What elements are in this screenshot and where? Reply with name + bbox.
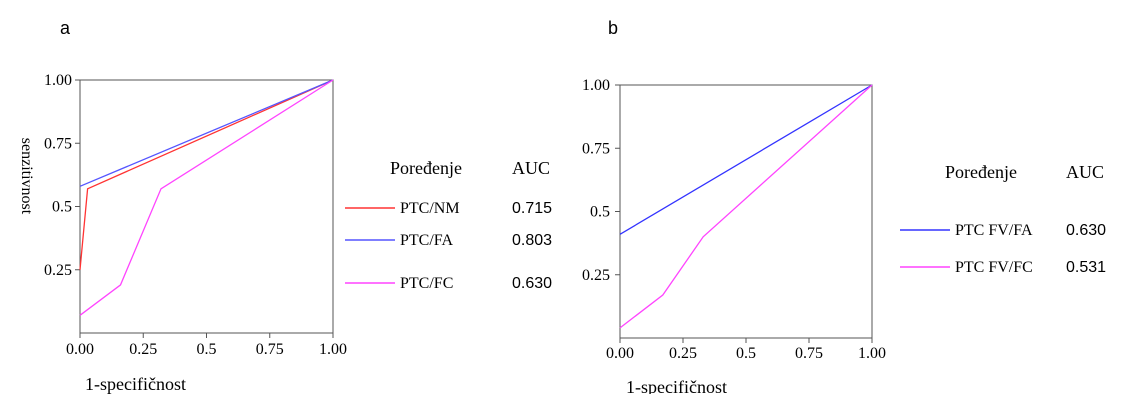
panel-b-series [619,84,873,329]
legend-auc-ptc-nm: 0.715 [512,200,552,217]
panel-a-xtick-label: 0.75 [256,341,284,358]
panel-a-ytick-label: 0.75 [44,135,72,152]
panel-a-series [79,79,334,316]
legend-auc-ptc-fc: 0.630 [512,275,552,292]
panel-a-legend-header-name: Poređenje [390,158,462,178]
panel-a-xtick-label: 0.00 [66,341,94,358]
panel-b-xtick-label: 1.00 [858,345,886,362]
panel-b-legend-header-name: Poređenje [945,162,1017,182]
panel-a-plot-frame [79,79,334,334]
panel-a-ylabel: senzitivnost [18,138,35,215]
panel-a-xtick-label: 0.25 [129,341,157,358]
series-line-ptc-fa [79,79,334,187]
series-line-ptc-nm [79,79,334,270]
series-line-ptc-fv-fa [619,84,873,235]
panel-a-xtick-label: 1.00 [319,341,347,358]
legend-auc-ptc-fv-fc: 0.531 [1066,259,1106,276]
panel-a-axes: 0.00 0.25 0.5 0.75 1.00 0.25 0.5 0.75 1.00 [44,72,347,358]
panel-b-xtick-label: 0.00 [606,345,634,362]
legend-label-ptc-fa: PTC/FA [400,232,454,249]
panel-a-legend: PTC/NM 0.715 PTC/FA 0.803 PTC/FC 0.630 [345,200,552,292]
panel-b-xtick-label: 0.75 [795,345,823,362]
panel-a-ytick-label: 0.5 [52,199,72,216]
panel-b-ytick-label: 1.00 [582,77,610,94]
panel-a-xtick-label: 0.5 [197,341,217,358]
panel-a-legend-header-auc: AUC [512,158,550,178]
legend-auc-ptc-fv-fa: 0.630 [1066,222,1106,239]
panel-a-ytick-label: 0.25 [44,262,72,279]
panel-b-xtick-label: 0.5 [736,345,756,362]
panel-a-ytick-label: 1.00 [44,72,72,89]
legend-label-ptc-fc: PTC/FC [400,275,453,292]
panel-b-xlabel: 1-specifičnost [626,377,727,394]
panel-b-ytick-label: 0.25 [582,267,610,284]
legend-label-ptc-fv-fc: PTC FV/FC [955,259,1033,276]
panel-b-legend-header-auc: AUC [1066,162,1104,182]
series-line-ptc-fc [79,79,334,316]
legend-label-ptc-nm: PTC/NM [400,200,460,217]
series-line-ptc-fv-fc [619,84,873,329]
panel-a-xlabel: 1-specifičnost [85,374,186,394]
panel-b-axes: 0.00 0.25 0.5 0.75 1.00 0.25 0.5 0.75 1.00 [582,77,886,362]
panel-b: b 0.00 0.25 0.5 0.75 1.00 0.25 0.5 0.75 1.00 1-s… [582,18,1106,394]
panel-b-ytick-label: 0.75 [582,140,610,157]
panel-b-legend: PTC FV/FA 0.630 PTC FV/FC 0.531 [900,222,1106,276]
panel-b-xtick-label: 0.25 [669,345,697,362]
panel-a-label: a [60,18,71,38]
panel-a: a 0.00 0.25 0.5 0.75 1.00 0.25 0.5 0.75 1.00 1-s… [18,18,552,394]
legend-label-ptc-fv-fa: PTC FV/FA [955,222,1033,239]
panel-b-label: b [608,18,618,38]
legend-auc-ptc-fa: 0.803 [512,232,552,249]
panel-b-ytick-label: 0.5 [590,204,610,221]
